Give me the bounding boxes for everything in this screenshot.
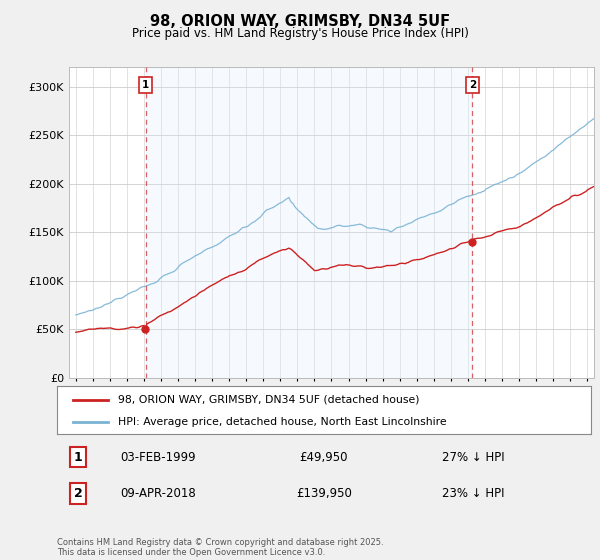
Text: 09-APR-2018: 09-APR-2018 [121, 487, 196, 500]
Text: 2: 2 [469, 80, 476, 90]
Text: Contains HM Land Registry data © Crown copyright and database right 2025.
This d: Contains HM Land Registry data © Crown c… [57, 538, 383, 557]
Text: 1: 1 [142, 80, 149, 90]
Text: Price paid vs. HM Land Registry's House Price Index (HPI): Price paid vs. HM Land Registry's House … [131, 27, 469, 40]
Text: 98, ORION WAY, GRIMSBY, DN34 5UF: 98, ORION WAY, GRIMSBY, DN34 5UF [150, 14, 450, 29]
Text: £49,950: £49,950 [300, 451, 348, 464]
Text: 23% ↓ HPI: 23% ↓ HPI [442, 487, 505, 500]
Text: £139,950: £139,950 [296, 487, 352, 500]
Text: 2: 2 [74, 487, 83, 500]
Text: 1: 1 [74, 451, 83, 464]
Text: 98, ORION WAY, GRIMSBY, DN34 5UF (detached house): 98, ORION WAY, GRIMSBY, DN34 5UF (detach… [118, 395, 420, 405]
Text: 27% ↓ HPI: 27% ↓ HPI [442, 451, 505, 464]
Bar [146, 67, 472, 378]
Text: 03-FEB-1999: 03-FEB-1999 [121, 451, 196, 464]
Text: HPI: Average price, detached house, North East Lincolnshire: HPI: Average price, detached house, Nort… [118, 417, 447, 427]
